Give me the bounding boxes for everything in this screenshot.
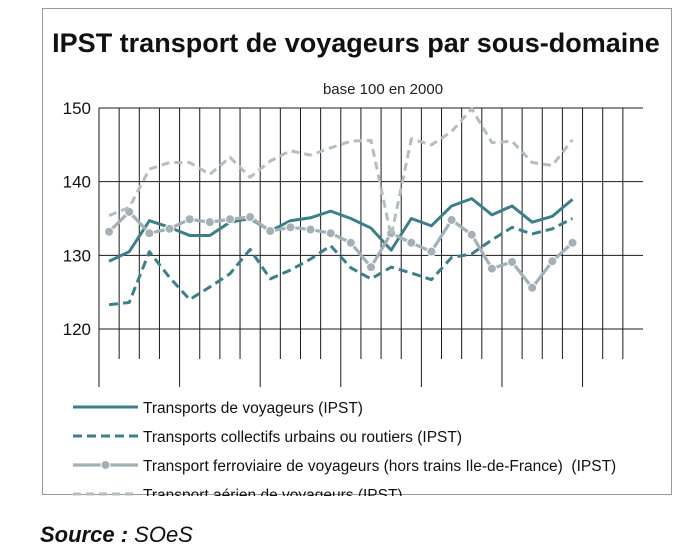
legend-label-1: Transports de voyageurs (IPST) xyxy=(143,400,363,417)
chart-title: IPST transport de voyageurs par sous-dom… xyxy=(52,28,660,58)
series-line-2 xyxy=(108,217,574,307)
data-point xyxy=(446,214,457,225)
series-line-4 xyxy=(108,107,574,238)
series-line-1 xyxy=(108,197,574,263)
y-tick-label: 120 xyxy=(63,320,91,339)
plot-area xyxy=(104,107,578,307)
chart: IPST transport de voyageurs par sous-dom… xyxy=(52,28,660,496)
legend-label-2: Transports collectifs urbains ou routier… xyxy=(143,429,462,446)
source-note: Source : SOeS xyxy=(40,522,193,548)
data-point xyxy=(285,222,296,233)
grid xyxy=(99,107,643,387)
data-point xyxy=(527,282,538,293)
data-point xyxy=(466,229,477,240)
y-tick-label: 130 xyxy=(63,246,91,265)
y-axis: 120 130 140 150 xyxy=(63,99,100,387)
y-tick-label: 140 xyxy=(63,173,91,192)
data-point xyxy=(224,214,235,225)
data-point xyxy=(507,256,518,267)
data-point xyxy=(305,224,316,235)
data-point xyxy=(345,237,356,248)
data-point xyxy=(366,262,376,273)
chart-subtitle: base 100 en 2000 xyxy=(323,81,443,98)
data-point xyxy=(265,226,276,237)
legend: Transports de voyageurs (IPST) Transports… xyxy=(73,400,616,496)
data-point xyxy=(325,228,336,239)
data-point xyxy=(245,212,256,223)
data-point xyxy=(547,256,558,267)
data-point xyxy=(104,226,115,237)
y-tick-label: 150 xyxy=(63,99,91,118)
legend-marker xyxy=(100,460,111,470)
data-point xyxy=(204,217,215,228)
source-label: Source : xyxy=(40,522,129,547)
data-point xyxy=(144,228,155,239)
data-point xyxy=(426,246,437,257)
source-value: SOeS xyxy=(134,522,193,547)
chart-frame: IPST transport de voyageurs par sous-dom… xyxy=(42,8,672,496)
data-point xyxy=(567,237,578,248)
data-point xyxy=(406,237,417,248)
legend-label-3: Transport ferroviaire de voyageurs (hors… xyxy=(143,458,616,475)
data-point xyxy=(486,263,497,274)
legend-label-4: Transport aérien de voyageurs (IPST) xyxy=(143,487,403,496)
data-point xyxy=(164,223,175,234)
data-point xyxy=(184,214,195,225)
